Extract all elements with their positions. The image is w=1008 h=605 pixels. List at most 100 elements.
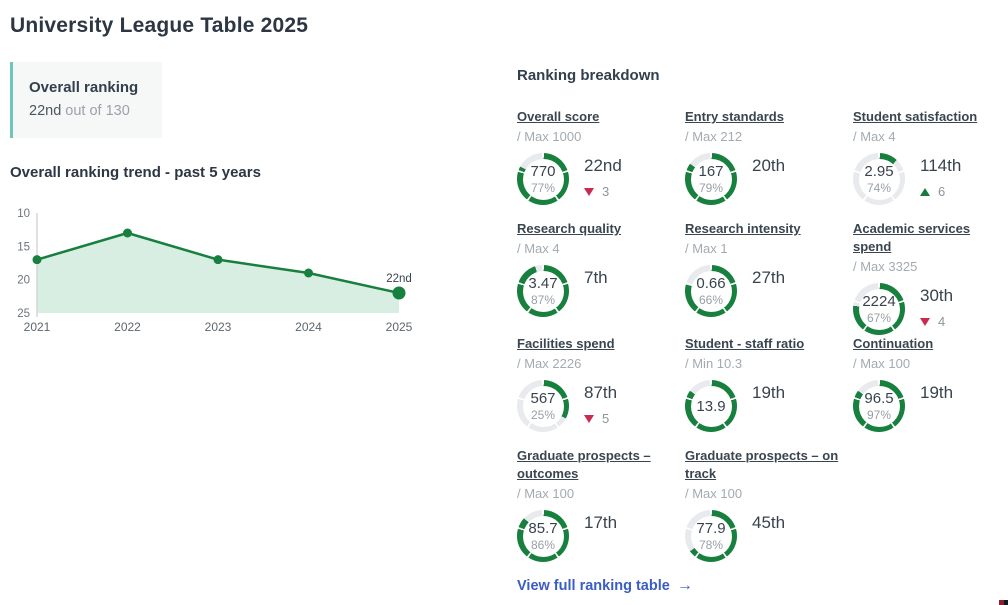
metric-rank-block: 19th bbox=[752, 380, 785, 403]
metric-title-link[interactable]: Graduate prospects – on track bbox=[685, 448, 839, 481]
metric-change: 3 bbox=[584, 184, 622, 199]
metric-value: 77.9 bbox=[696, 520, 726, 537]
metric-rank: 87th bbox=[584, 383, 618, 402]
svg-text:2022: 2022 bbox=[114, 320, 141, 334]
metric-rank-block: 17th bbox=[584, 510, 617, 533]
metric-gauge-row: 567 25% 87th 5 bbox=[517, 380, 671, 432]
metric-card: Overall score / Max 1000 770 77% 22nd 3 bbox=[517, 108, 677, 220]
page-title: University League Table 2025 bbox=[10, 14, 309, 37]
overall-rank: 22nd bbox=[29, 103, 62, 119]
metric-card: Graduate prospects – outcomes / Max 100 … bbox=[517, 447, 677, 562]
metric-card: Entry standards / Max 212 167 79% 20th bbox=[685, 108, 845, 220]
metric-max-label: / Max 3325 bbox=[853, 259, 918, 274]
metric-gauge-center: 167 79% bbox=[690, 158, 732, 200]
metric-title-link[interactable]: Research quality bbox=[517, 221, 622, 236]
metric-gauge-ring: 567 25% bbox=[517, 380, 569, 432]
corner-artifact bbox=[999, 600, 1008, 605]
metric-gauge-center: 770 77% bbox=[522, 158, 564, 200]
svg-text:15: 15 bbox=[17, 241, 30, 253]
right-arrow-icon: → bbox=[676, 577, 693, 594]
svg-text:25: 25 bbox=[17, 308, 30, 320]
metric-max-label: / Max 212 bbox=[685, 129, 743, 144]
metric-value: 2.95 bbox=[864, 163, 894, 180]
metric-card: Facilities spend / Max 2226 567 25% 87th… bbox=[517, 335, 677, 447]
metric-gauge-center: 567 25% bbox=[522, 385, 564, 427]
metric-card: Continuation / Max 100 96.5 97% 19th bbox=[853, 335, 1008, 447]
change-arrow-icon bbox=[584, 187, 594, 196]
metric-gauge-ring: 2.95 74% bbox=[853, 153, 905, 205]
metric-percent: 97% bbox=[866, 408, 892, 422]
metric-gauge-center: 96.5 97% bbox=[858, 385, 900, 427]
metric-gauge-center: 2.95 74% bbox=[858, 158, 900, 200]
metric-title-link[interactable]: Graduate prospects – outcomes bbox=[517, 448, 651, 481]
metric-change: 6 bbox=[920, 184, 961, 199]
metric-rank-block: 19th bbox=[920, 380, 953, 403]
metric-gauge-ring: 3.47 87% bbox=[517, 265, 569, 317]
metric-rank: 19th bbox=[752, 383, 786, 402]
change-arrow-icon bbox=[584, 414, 594, 423]
metric-percent: 87% bbox=[530, 293, 556, 307]
metric-gauge-row: 2224 67% 30th 4 bbox=[853, 283, 1007, 335]
ranking-breakdown-heading: Ranking breakdown bbox=[517, 67, 660, 84]
metric-percent: 66% bbox=[698, 293, 724, 307]
metric-gauge-ring: 96.5 97% bbox=[853, 380, 905, 432]
overall-ranking-title: Overall ranking bbox=[29, 79, 139, 96]
change-count: 3 bbox=[602, 184, 610, 199]
metric-title-link[interactable]: Academic services spend bbox=[853, 221, 971, 254]
metric-title-link[interactable]: Overall score bbox=[517, 109, 600, 124]
metric-rank: 7th bbox=[584, 268, 608, 287]
metric-title-link[interactable]: Student satisfaction bbox=[853, 109, 978, 124]
change-arrow-icon bbox=[920, 317, 930, 326]
metric-rank: 19th bbox=[920, 383, 954, 402]
metric-max-label: / Max 4 bbox=[517, 241, 560, 256]
metric-gauge-ring: 13.9 bbox=[685, 380, 737, 432]
metric-rank-block: 22nd 3 bbox=[584, 153, 622, 199]
metric-percent: 25% bbox=[530, 408, 556, 422]
metric-percent: 77% bbox=[530, 181, 556, 195]
metric-rank: 114th bbox=[920, 156, 962, 175]
svg-text:20: 20 bbox=[17, 275, 30, 287]
metric-rank: 45th bbox=[752, 513, 786, 532]
metric-gauge-ring: 0.66 66% bbox=[685, 265, 737, 317]
metric-gauge-row: 85.7 86% 17th bbox=[517, 510, 671, 562]
metric-gauge-ring: 770 77% bbox=[517, 153, 569, 205]
metric-gauge-row: 77.9 78% 45th bbox=[685, 510, 839, 562]
overall-rank-suffix: out of 130 bbox=[65, 103, 130, 119]
metric-gauge-row: 770 77% 22nd 3 bbox=[517, 153, 671, 205]
metric-title-link[interactable]: Facilities spend bbox=[517, 336, 615, 351]
svg-text:2021: 2021 bbox=[24, 320, 51, 334]
metric-value: 3.47 bbox=[528, 275, 558, 292]
metric-gauge-center: 2224 67% bbox=[858, 288, 900, 330]
metric-gauge-ring: 77.9 78% bbox=[685, 510, 737, 562]
metric-max-label: / Max 1000 bbox=[517, 129, 582, 144]
metric-max-label: / Max 100 bbox=[853, 356, 911, 371]
metric-rank: 30th bbox=[920, 286, 954, 305]
metric-percent: 86% bbox=[530, 538, 556, 552]
metric-title-link[interactable]: Research intensity bbox=[685, 221, 801, 236]
change-count: 4 bbox=[938, 314, 946, 329]
metric-card: Academic services spend / Max 3325 2224 … bbox=[853, 220, 1008, 335]
metric-gauge-ring: 167 79% bbox=[685, 153, 737, 205]
metric-value: 567 bbox=[530, 390, 556, 407]
metric-value: 770 bbox=[530, 163, 556, 180]
metric-card: Student - staff ratio / Min 10.3 13.9 19… bbox=[685, 335, 845, 447]
change-arrow-icon bbox=[920, 187, 930, 196]
svg-text:10: 10 bbox=[17, 208, 30, 220]
metric-value: 167 bbox=[698, 163, 724, 180]
metric-max-label: / Max 2226 bbox=[517, 356, 582, 371]
metric-value: 2224 bbox=[862, 293, 896, 310]
metric-gauge-row: 167 79% 20th bbox=[685, 153, 839, 205]
metric-max-label: / Min 10.3 bbox=[685, 356, 743, 371]
metric-max-label: / Max 1 bbox=[685, 241, 728, 256]
metric-gauge-center: 0.66 66% bbox=[690, 270, 732, 312]
metric-rank-block: 20th bbox=[752, 153, 785, 176]
metric-gauge-row: 2.95 74% 114th 6 bbox=[853, 153, 1007, 205]
metric-title-link[interactable]: Continuation bbox=[853, 336, 934, 351]
metric-gauge-center: 3.47 87% bbox=[522, 270, 564, 312]
view-full-table-link[interactable]: View full ranking table → bbox=[517, 577, 693, 595]
overall-ranking-value: 22nd out of 130 bbox=[29, 103, 146, 119]
svg-text:2024: 2024 bbox=[295, 320, 322, 334]
metric-title-link[interactable]: Student - staff ratio bbox=[685, 336, 805, 351]
metric-title-link[interactable]: Entry standards bbox=[685, 109, 784, 124]
metric-change: 5 bbox=[584, 411, 617, 426]
